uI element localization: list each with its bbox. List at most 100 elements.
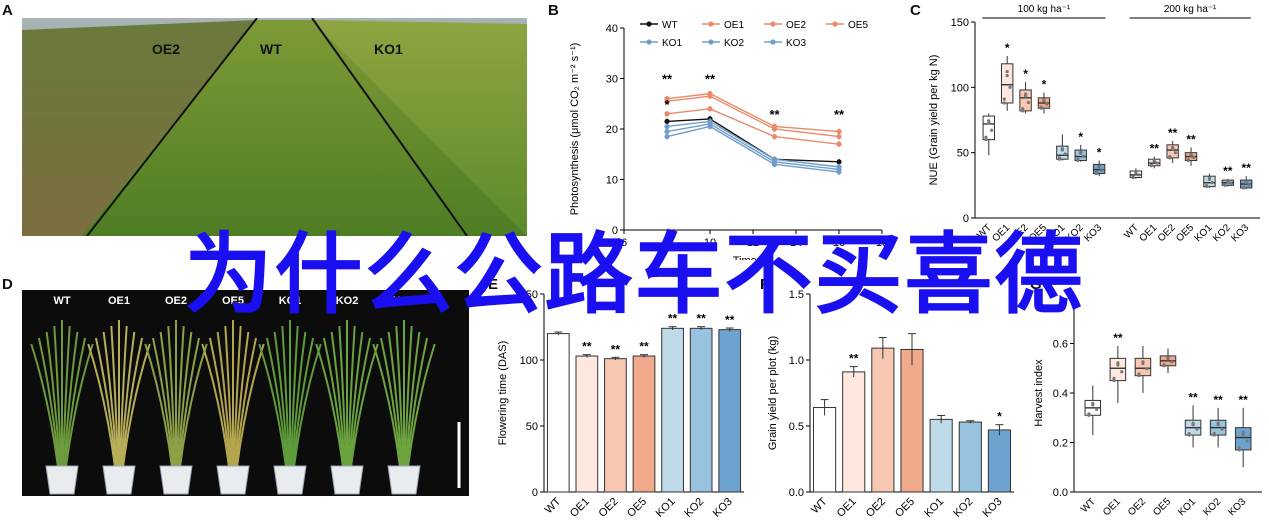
plant-stem	[102, 331, 119, 469]
panel-d-letter: D	[2, 276, 13, 293]
plant-stem	[322, 337, 346, 469]
y-tick-label: 150	[951, 17, 969, 29]
x-tick-label: 18	[876, 237, 888, 249]
plant-stem	[347, 331, 364, 469]
panel-d-plant-photo: WT OE1 OE2 OE5 KO1 KO2 KO3	[22, 290, 469, 496]
y-tick-label: 0.6	[1053, 339, 1068, 351]
plant-stem	[348, 337, 372, 469]
box-point	[1170, 360, 1174, 364]
box-point	[1095, 407, 1099, 411]
legend-label: KO3	[786, 38, 806, 49]
significance-label: **	[662, 72, 673, 87]
x-tick-label: OE1	[1101, 496, 1123, 518]
data-point	[707, 91, 713, 97]
x-tick-label: OE2	[864, 496, 888, 520]
x-tick-label: OE5	[625, 496, 649, 520]
legend-marker	[708, 39, 714, 45]
significance-label: **	[668, 312, 678, 326]
series-line-oe5	[666, 108, 840, 145]
plant-label: WT	[53, 295, 70, 307]
data-point	[664, 123, 670, 130]
box-point	[1042, 98, 1046, 102]
plant-label: KO1	[279, 295, 302, 307]
plant-stem	[63, 337, 87, 469]
box-point	[1134, 170, 1138, 174]
plant-stem	[379, 337, 403, 469]
series-line-wt	[666, 118, 840, 163]
x-tick-label: 14	[790, 237, 802, 249]
plant-stem	[406, 343, 436, 469]
plant-stem	[233, 331, 250, 469]
panel-f-letter: F	[760, 276, 770, 293]
box-point	[1081, 154, 1086, 158]
box-point	[1191, 421, 1195, 425]
bar-wt	[546, 333, 570, 493]
box-point	[1204, 183, 1209, 188]
box-point	[1145, 367, 1149, 371]
plant-stem	[315, 343, 345, 469]
box	[1074, 149, 1087, 162]
x-tick-label: WT	[1079, 496, 1098, 515]
series-line-oe2	[666, 92, 840, 133]
data-point	[664, 96, 670, 102]
bar-ko1	[929, 418, 953, 493]
group-label: 200 kg ha⁻¹	[1164, 4, 1217, 15]
x-tick-label: KO3	[1226, 496, 1248, 518]
plant-stem	[404, 331, 421, 469]
box-point	[1112, 376, 1116, 380]
legend-label: OE5	[848, 20, 868, 31]
y-tick-label: 150	[520, 289, 538, 301]
box	[1166, 144, 1179, 159]
plant-stem	[290, 331, 307, 469]
legend-label: KO2	[724, 38, 744, 49]
box-point	[1212, 431, 1216, 436]
y-axis-label: NUE (Grain yield per kg N)	[928, 55, 940, 186]
bar-ko1	[661, 327, 684, 493]
x-tick-label: KO3	[1082, 222, 1104, 244]
panel-a-field-photo: OE2 WT KO1	[22, 18, 527, 236]
legend-label: OE2	[786, 20, 806, 31]
box-point	[1137, 372, 1141, 376]
x-tick-label: KO3	[1229, 222, 1251, 244]
group-label: 100 kg ha⁻¹	[1018, 4, 1071, 15]
y-tick-label: 0.4	[1053, 388, 1068, 400]
plant-stem	[87, 343, 117, 469]
box-point	[1216, 421, 1220, 425]
significance-label: **	[849, 352, 859, 366]
plant-stem	[234, 337, 258, 469]
box-point	[1237, 446, 1241, 450]
x-tick-label: KO1	[922, 496, 946, 520]
box-point	[1131, 175, 1135, 179]
x-tick-label: OE5	[893, 496, 917, 520]
x-tick-label: 12	[747, 237, 759, 249]
plant-stem	[232, 325, 242, 469]
flower-pot	[45, 465, 79, 495]
plant-stem	[292, 343, 322, 469]
data-point	[707, 106, 713, 112]
box-point	[1094, 171, 1098, 175]
y-tick-label: 40	[606, 23, 618, 35]
box-point	[1149, 163, 1154, 167]
series-line-ko3	[666, 120, 840, 168]
box	[1234, 427, 1252, 451]
box-point	[1137, 173, 1141, 177]
data-point	[771, 156, 778, 162]
plant-stem	[405, 337, 429, 469]
plant-stem	[62, 331, 79, 469]
box-point	[1002, 97, 1006, 101]
box-point	[1168, 154, 1172, 159]
box-point	[1241, 185, 1245, 189]
bar-oe5	[900, 348, 924, 493]
box-point	[1229, 181, 1233, 185]
legend-label: OE1	[724, 20, 744, 31]
bar-ko3	[718, 329, 742, 493]
box-point	[1063, 152, 1067, 156]
box-point	[1039, 105, 1043, 109]
plant-stem	[338, 325, 348, 469]
legend-marker	[832, 21, 838, 27]
box-point	[1207, 176, 1212, 180]
significance-label: **	[611, 342, 621, 356]
box-point	[984, 135, 988, 139]
x-tick-label: KO1	[1046, 222, 1068, 244]
significance-label: **	[769, 107, 780, 122]
